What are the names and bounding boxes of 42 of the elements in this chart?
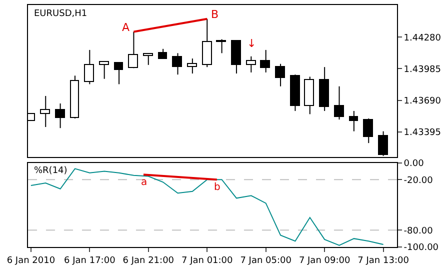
candlestick — [99, 61, 109, 80]
line-series — [30, 168, 384, 246]
annotation: A — [122, 21, 130, 34]
candlestick — [231, 40, 241, 74]
candlestick — [216, 38, 226, 54]
candlestick — [114, 62, 123, 85]
candlestick — [275, 63, 285, 87]
y-tick-label: 1.43985 — [404, 64, 442, 75]
text: EURUSD,H1 — [34, 9, 88, 19]
y-tick-label: -100.00 — [404, 243, 439, 254]
candlestick — [246, 56, 256, 73]
x-tick-label: 6 Jan 2010 — [6, 256, 56, 266]
candlestick — [128, 31, 138, 69]
x-tick-label: 7 Jan 05:00 — [240, 256, 292, 266]
x-tick-label: 7 Jan 09:00 — [298, 256, 350, 266]
candlestick — [55, 102, 65, 129]
candlestick — [40, 95, 50, 128]
y-tick-label: -20.00 — [404, 176, 434, 186]
candlestick — [202, 18, 212, 68]
y-tick-label: 0.00 — [404, 158, 424, 169]
x-tick-label: 7 Jan 13:00 — [358, 256, 410, 266]
x-tick-label: 7 Jan 01:00 — [181, 256, 234, 266]
y-tick-label: 1.43690 — [404, 96, 442, 106]
x-tick-label: 6 Jan 21:00 — [122, 256, 174, 266]
y-tick-label: 1.43395 — [404, 128, 442, 138]
x-tick-label: 6 Jan 17:00 — [64, 256, 116, 266]
annotation: B — [211, 8, 219, 21]
candlestick — [84, 49, 94, 85]
y-tick-label: -80.00 — [404, 226, 434, 236]
candlestick — [349, 110, 358, 132]
annotation: ↓ — [247, 37, 256, 50]
candlestick — [187, 58, 197, 74]
chart-title: %R(14) — [34, 166, 68, 176]
candlestick — [143, 53, 153, 66]
candlestick — [172, 52, 182, 76]
candlestick — [363, 118, 373, 144]
candlestick — [334, 86, 344, 120]
y-tick-label: 1.44280 — [404, 33, 442, 44]
candlestick — [260, 49, 270, 73]
candlestick — [158, 48, 167, 60]
annotation: a — [141, 177, 148, 188]
annotation: b — [214, 182, 220, 193]
